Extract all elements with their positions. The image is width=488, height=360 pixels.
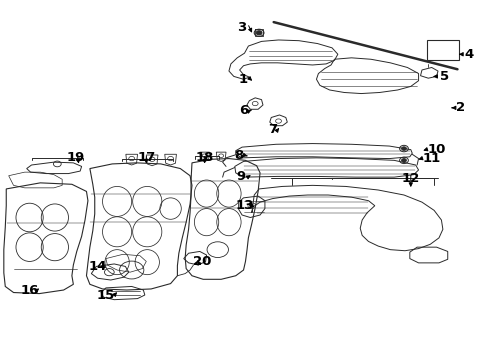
Text: 10: 10	[427, 143, 445, 156]
Text: 13: 13	[235, 199, 253, 212]
Circle shape	[401, 147, 406, 150]
Circle shape	[256, 31, 262, 35]
Text: 4: 4	[464, 48, 473, 61]
Text: 18: 18	[195, 151, 213, 165]
Text: 9: 9	[236, 170, 244, 183]
Text: 3: 3	[237, 21, 246, 33]
Text: 5: 5	[439, 70, 448, 83]
Text: 16: 16	[20, 284, 39, 297]
Text: 6: 6	[239, 104, 247, 117]
Text: 19: 19	[66, 151, 84, 165]
Text: 8: 8	[234, 149, 243, 162]
Text: 7: 7	[267, 123, 277, 136]
Text: 1: 1	[239, 73, 247, 86]
Text: 11: 11	[422, 152, 440, 165]
Text: 20: 20	[192, 255, 210, 268]
Text: 12: 12	[401, 172, 419, 185]
Text: 2: 2	[455, 102, 465, 114]
Text: 15: 15	[97, 288, 115, 302]
Text: 14: 14	[88, 260, 107, 273]
Circle shape	[401, 158, 406, 162]
Text: 17: 17	[137, 151, 155, 165]
